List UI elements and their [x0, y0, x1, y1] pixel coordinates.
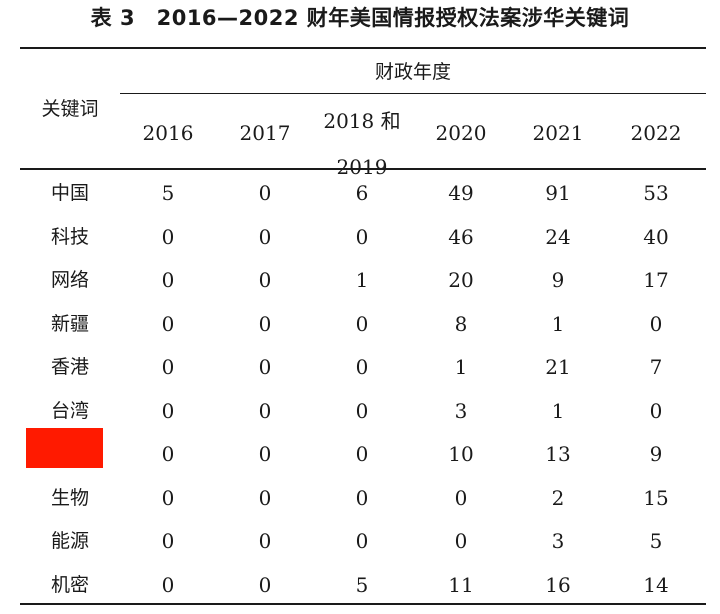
- fiscal-year-span-rule: [120, 93, 706, 94]
- keyword-column-header: 关键词: [41, 98, 99, 120]
- table-cell: 13: [545, 442, 571, 466]
- table-cell: 0: [161, 442, 175, 466]
- table-cell: 0: [258, 573, 272, 597]
- table-cell: 9: [551, 268, 565, 292]
- table-cell: 0: [161, 529, 175, 553]
- row-keyword: 网络: [50, 269, 89, 291]
- table-cell: 0: [258, 399, 272, 423]
- table-cell: 0: [258, 529, 272, 553]
- table-cell: 3: [454, 399, 468, 423]
- table-cell: 17: [643, 268, 669, 292]
- year-header-0: 2016: [142, 121, 194, 145]
- table-cell: 0: [161, 486, 175, 510]
- table-cell: 40: [643, 225, 669, 249]
- year-header-2: 2018 和 2019: [323, 109, 401, 179]
- year-header-5: 2022: [630, 121, 682, 145]
- row-keyword: 机密: [50, 574, 89, 596]
- table-cell: 0: [258, 225, 272, 249]
- row-keyword: 科技: [50, 226, 89, 248]
- table-cell: 0: [258, 312, 272, 336]
- table-cell: 20: [448, 268, 474, 292]
- table-cell: 24: [545, 225, 571, 249]
- table-cell: 0: [355, 442, 369, 466]
- table-cell: 1: [355, 268, 369, 292]
- table-cell: 0: [355, 225, 369, 249]
- table-cell: 0: [258, 268, 272, 292]
- header-bottom-rule: [20, 168, 706, 170]
- table-cell: 6: [355, 181, 369, 205]
- table-cell: 5: [355, 573, 369, 597]
- table-cell: 0: [355, 312, 369, 336]
- table-cell: 16: [545, 573, 571, 597]
- table-cell: 49: [448, 181, 474, 205]
- table-cell: 0: [258, 486, 272, 510]
- table-cell: 0: [161, 355, 175, 379]
- table-cell: 9: [649, 442, 663, 466]
- table-cell: 1: [454, 355, 468, 379]
- table-cell: 53: [643, 181, 669, 205]
- table-top-rule: [20, 47, 706, 49]
- table-cell: 0: [161, 312, 175, 336]
- table-cell: 1: [551, 312, 565, 336]
- year-header-4: 2021: [532, 121, 584, 145]
- table-title: 表 3 2016—2022 财年美国情报授权法案涉华关键词: [90, 6, 630, 30]
- table-cell: 5: [161, 181, 175, 205]
- row-keyword: 台湾: [50, 400, 89, 422]
- table-cell: 8: [454, 312, 468, 336]
- table-cell: 0: [649, 312, 663, 336]
- row-keyword: 能源: [50, 530, 89, 552]
- row-keyword: 新疆: [50, 313, 89, 335]
- table-cell: 0: [258, 181, 272, 205]
- table-cell: 7: [649, 355, 663, 379]
- table-cell: 0: [161, 268, 175, 292]
- row-keyword: 中国: [50, 182, 89, 204]
- table-cell: 0: [161, 399, 175, 423]
- table-bottom-rule: [20, 603, 706, 605]
- row-keyword: 生物: [50, 487, 89, 509]
- table-cell: 0: [649, 399, 663, 423]
- redaction-block: [26, 428, 103, 468]
- table-cell: 15: [643, 486, 669, 510]
- year-header-3: 2020: [435, 121, 487, 145]
- table-cell: 14: [643, 573, 669, 597]
- table-cell: 0: [355, 355, 369, 379]
- table-cell: 21: [545, 355, 571, 379]
- table-cell: 46: [448, 225, 474, 249]
- table-cell: 10: [448, 442, 474, 466]
- year-header-1: 2017: [239, 121, 291, 145]
- table-cell: 0: [355, 399, 369, 423]
- table-cell: 3: [551, 529, 565, 553]
- table-cell: 0: [258, 442, 272, 466]
- table-cell: 1: [551, 399, 565, 423]
- table-cell: 0: [161, 573, 175, 597]
- row-keyword: 香港: [50, 356, 89, 378]
- table-cell: 91: [545, 181, 571, 205]
- table-cell: 0: [161, 225, 175, 249]
- table-cell: 0: [454, 529, 468, 553]
- table-cell: 0: [258, 355, 272, 379]
- table-cell: 0: [355, 486, 369, 510]
- table-cell: 11: [448, 573, 474, 597]
- table-cell: 0: [355, 529, 369, 553]
- table-cell: 2: [551, 486, 565, 510]
- fiscal-year-group-header: 财政年度: [374, 61, 451, 83]
- table-cell: 5: [649, 529, 663, 553]
- table-cell: 0: [454, 486, 468, 510]
